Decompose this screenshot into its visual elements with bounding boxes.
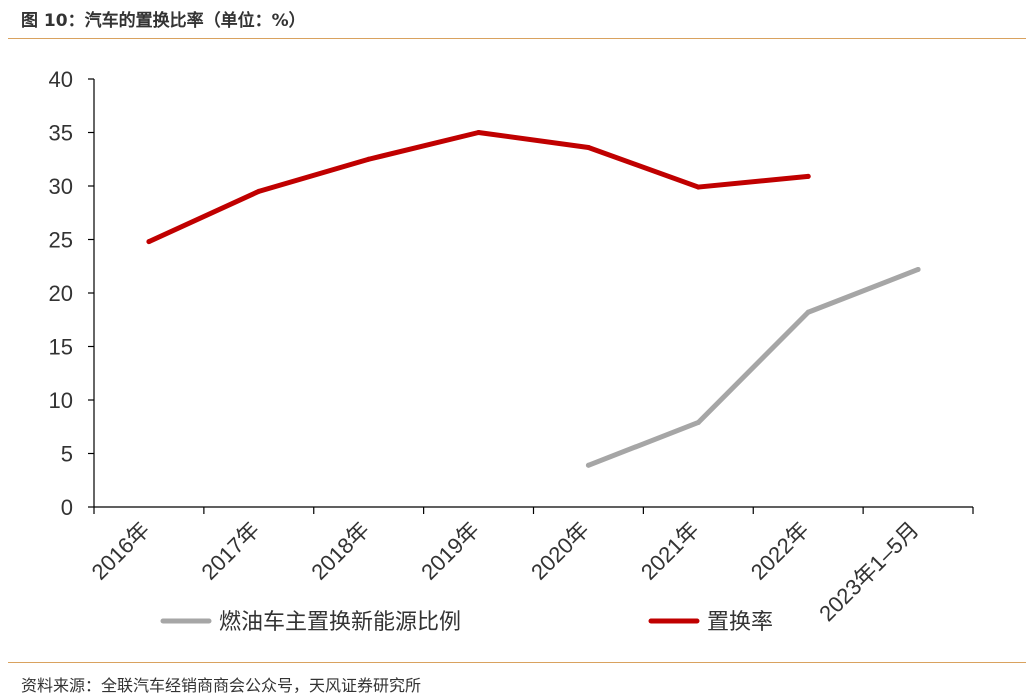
data-point [695, 184, 701, 190]
top-rule [8, 38, 1026, 39]
data-point [585, 462, 591, 468]
data-point [915, 266, 921, 272]
x-tick-label: 2016年 [87, 517, 155, 585]
line-chart: 0 5 10 15 20 25 30 35 40 2016年 2017年 2018年 2019年 2020… [49, 67, 974, 635]
y-tick-label: 25 [49, 228, 73, 253]
x-tick-label: 2020年 [526, 517, 594, 585]
y-tick-label: 35 [49, 121, 73, 146]
y-tick-label: 10 [49, 388, 73, 413]
x-tick-label: 2019年 [416, 517, 484, 585]
series-line-1 [146, 130, 811, 245]
data-point [366, 156, 372, 162]
data-point [476, 130, 482, 135]
y-tick-label: 40 [49, 67, 73, 92]
y-tick-label: 30 [49, 174, 73, 199]
legend-label: 置换率 [707, 610, 773, 635]
x-tick-label: 2017年 [196, 517, 264, 585]
x-tick-label: 2018年 [306, 517, 374, 585]
y-tick-label: 15 [49, 335, 73, 360]
x-tick-label: 2021年 [636, 517, 704, 585]
x-tick-label: 2022年 [746, 517, 814, 585]
data-point [805, 309, 811, 315]
legend-label: 燃油车主置换新能源比例 [219, 610, 461, 635]
data-point [805, 173, 811, 179]
figure-title: 图 10：汽车的置换比率（单位：%） [21, 11, 306, 31]
y-tick-label: 0 [61, 495, 73, 520]
data-point [256, 188, 262, 194]
data-point [146, 239, 152, 245]
series-line-0 [585, 266, 921, 468]
bottom-rule [8, 662, 1026, 663]
x-tick-label: 2023年1–5月 [814, 517, 923, 626]
data-point [695, 419, 701, 425]
series-layer [146, 130, 921, 468]
chart-axes: 0 5 10 15 20 25 30 35 40 2016年 2017年 2018年 2019年 2020… [49, 67, 974, 626]
data-point [585, 144, 591, 150]
source-note: 资料来源：全联汽车经销商商会公众号，天风证券研究所 [21, 676, 422, 695]
chart-legend: 燃油车主置换新能源比例 置换率 [160, 610, 773, 635]
y-tick-label: 20 [49, 281, 73, 306]
y-tick-label: 5 [61, 442, 73, 467]
